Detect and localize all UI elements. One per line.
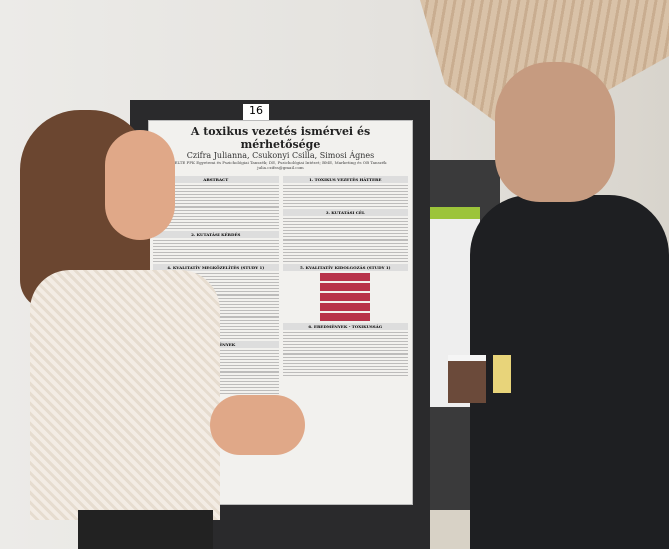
section-heading: 5. KVALITATÍV KIDOLGOZÁS (STUDY 1) — [282, 264, 408, 271]
woman-lace-top — [30, 270, 220, 520]
gesturing-hands — [210, 395, 305, 455]
name-badge — [493, 355, 511, 393]
coffee-cup — [448, 355, 486, 403]
poster-authors: Czifra Julianna, Csukonyi Csilla, Simosi… — [186, 151, 375, 160]
section-heading: 6. EREDMÉNYEK - TOXIKUSSÁG — [282, 323, 408, 330]
section-heading: 2. KUTATÁSI KÉRDÉS — [153, 231, 279, 238]
section-heading: 3. KUTATÁSI CÉL — [282, 209, 408, 216]
poster-email: julia.czifra@gmail.com — [257, 165, 304, 170]
woman-skirt — [78, 510, 213, 549]
poster-affiliation: ELTE PPK Egyetemi és Pszichológiai Tansz… — [174, 160, 387, 165]
poster-title: A toxikus vezetés ismérvei és mérhetőség… — [190, 125, 371, 151]
section-heading: ABSTRACT — [153, 176, 279, 183]
section-heading: 4. KVALITATÍV MEGKÖZELÍTÉS (STUDY 1) — [153, 264, 279, 271]
section-heading: 1. TOXIKUS VEZETÉS HÁTTERE — [282, 176, 408, 183]
woman-face — [105, 130, 175, 240]
poster-right-column: 1. TOXIKUS VEZETÉS HÁTTERE 3. KUTATÁSI C… — [282, 174, 408, 394]
man-head — [495, 62, 615, 202]
poster-number: 16 — [243, 104, 269, 120]
